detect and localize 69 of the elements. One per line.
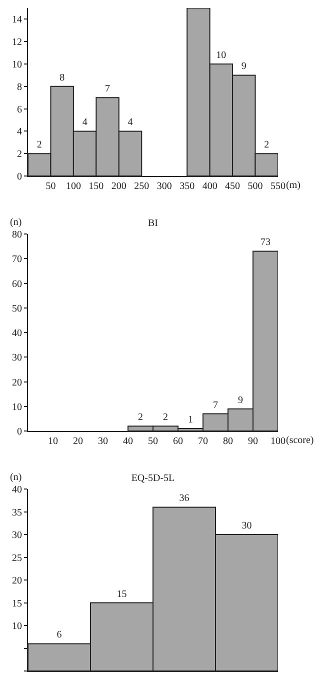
data-label: 9	[238, 394, 243, 406]
data-label: 30	[242, 520, 252, 532]
data-label: 73	[260, 237, 270, 248]
data-label: 1	[188, 414, 193, 426]
data-label: 2	[36, 140, 42, 151]
x-axis-title: (score)	[286, 435, 314, 446]
y-tick-label: 4	[17, 126, 22, 138]
y-tick-label: 50	[12, 303, 22, 314]
x-tick-label: 10	[48, 436, 58, 447]
y-tick-label: 8	[17, 82, 22, 93]
y-tick-label: 40	[12, 328, 22, 339]
y-tick-label: 60	[12, 278, 22, 290]
y-tick-label: 6	[17, 104, 22, 116]
y-tick-label: 70	[12, 254, 22, 266]
x-tick-label: 100	[270, 436, 286, 447]
x-tick-label: 550	[270, 181, 286, 192]
y-tick-label: 0	[17, 172, 22, 182]
data-label: 4	[82, 117, 88, 128]
x-tick-label: 90	[248, 436, 258, 447]
data-label: 7	[105, 84, 110, 95]
chart-title: BI	[148, 218, 158, 229]
x-tick-label: 200	[111, 181, 126, 192]
x-tick-label: 500	[248, 181, 263, 192]
y-tick-label: 20	[12, 377, 22, 388]
x-axis-title: (m)	[286, 180, 300, 191]
x-tick-label: 30	[98, 436, 108, 447]
y-axis-title: (n)	[10, 217, 22, 228]
data-label: 15	[116, 588, 127, 600]
data-label: 2	[264, 140, 270, 151]
y-tick-label: 10	[12, 621, 22, 632]
y-tick-label: 40	[12, 484, 22, 496]
y-tick-label: 20	[12, 576, 22, 586]
data-label: 2	[163, 412, 168, 424]
y-tick-label: 14	[12, 14, 22, 26]
x-tick-label: 40	[123, 436, 133, 447]
data-label: 7	[213, 400, 218, 411]
y-tick-label: 10	[12, 402, 22, 413]
data-label: 4	[128, 117, 133, 128]
data-label: 9	[241, 61, 246, 72]
x-tick-label: 50	[148, 436, 158, 447]
x-tick-label: 250	[134, 181, 150, 192]
x-tick-label: 350	[180, 181, 195, 192]
y-axis-title: (n)	[10, 472, 22, 483]
x-tick-label: 80	[223, 436, 233, 447]
y-tick-label: 15	[12, 598, 22, 610]
y-tick-label: 10	[12, 60, 22, 70]
x-tick-label: 150	[88, 181, 104, 192]
x-tick-label: 60	[173, 436, 183, 447]
data-label: 2	[138, 412, 143, 424]
x-tick-label: 400	[202, 181, 218, 192]
x-tick-label: 100	[66, 181, 81, 192]
y-tick-label: 12	[12, 37, 22, 48]
y-tick-label: 25	[12, 552, 22, 564]
x-tick-label: 300	[156, 181, 172, 192]
data-label: 6	[56, 630, 62, 641]
x-tick-label: 450	[225, 181, 240, 192]
data-label: 10	[216, 50, 226, 61]
data-label: 36	[179, 493, 190, 504]
x-tick-label: 50	[46, 181, 56, 192]
x-tick-label: 20	[73, 436, 83, 447]
chart-title: EQ-5D-5L	[131, 473, 175, 484]
y-tick-label: 80	[12, 230, 22, 240]
y-tick-label: 30	[12, 352, 22, 364]
y-tick-label: 30	[12, 530, 22, 541]
data-label: 8	[60, 72, 65, 84]
y-tick-label: 35	[12, 507, 22, 518]
y-tick-label: 2	[17, 149, 22, 160]
x-tick-label: 70	[198, 436, 208, 447]
y-tick-label: 0	[17, 426, 22, 438]
